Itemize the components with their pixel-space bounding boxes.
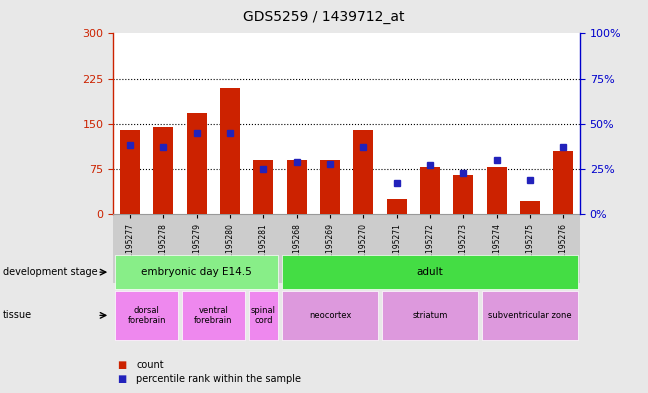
Bar	[420, 167, 440, 214]
Text: development stage: development stage	[3, 267, 98, 277]
Text: striatum: striatum	[412, 311, 448, 320]
Bar	[286, 160, 307, 214]
Bar	[487, 167, 507, 214]
Bar	[220, 88, 240, 214]
Text: adult: adult	[417, 267, 443, 277]
Text: spinal
cord: spinal cord	[251, 306, 276, 325]
Bar	[120, 130, 140, 214]
Bar	[154, 127, 174, 214]
Text: neocortex: neocortex	[309, 311, 351, 320]
Text: ■: ■	[117, 374, 126, 384]
Bar	[253, 160, 273, 214]
Text: ■: ■	[117, 360, 126, 370]
Bar	[187, 113, 207, 214]
Bar	[520, 201, 540, 214]
Text: percentile rank within the sample: percentile rank within the sample	[136, 374, 301, 384]
Text: GDS5259 / 1439712_at: GDS5259 / 1439712_at	[243, 10, 405, 24]
Bar	[353, 130, 373, 214]
Text: tissue: tissue	[3, 310, 32, 320]
Bar	[387, 199, 407, 214]
Bar	[454, 175, 473, 214]
Text: count: count	[136, 360, 164, 370]
Text: subventricular zone: subventricular zone	[488, 311, 572, 320]
Bar	[320, 160, 340, 214]
Text: dorsal
forebrain: dorsal forebrain	[128, 306, 166, 325]
Bar	[553, 151, 573, 214]
Text: ventral
forebrain: ventral forebrain	[194, 306, 233, 325]
Text: embryonic day E14.5: embryonic day E14.5	[141, 267, 252, 277]
